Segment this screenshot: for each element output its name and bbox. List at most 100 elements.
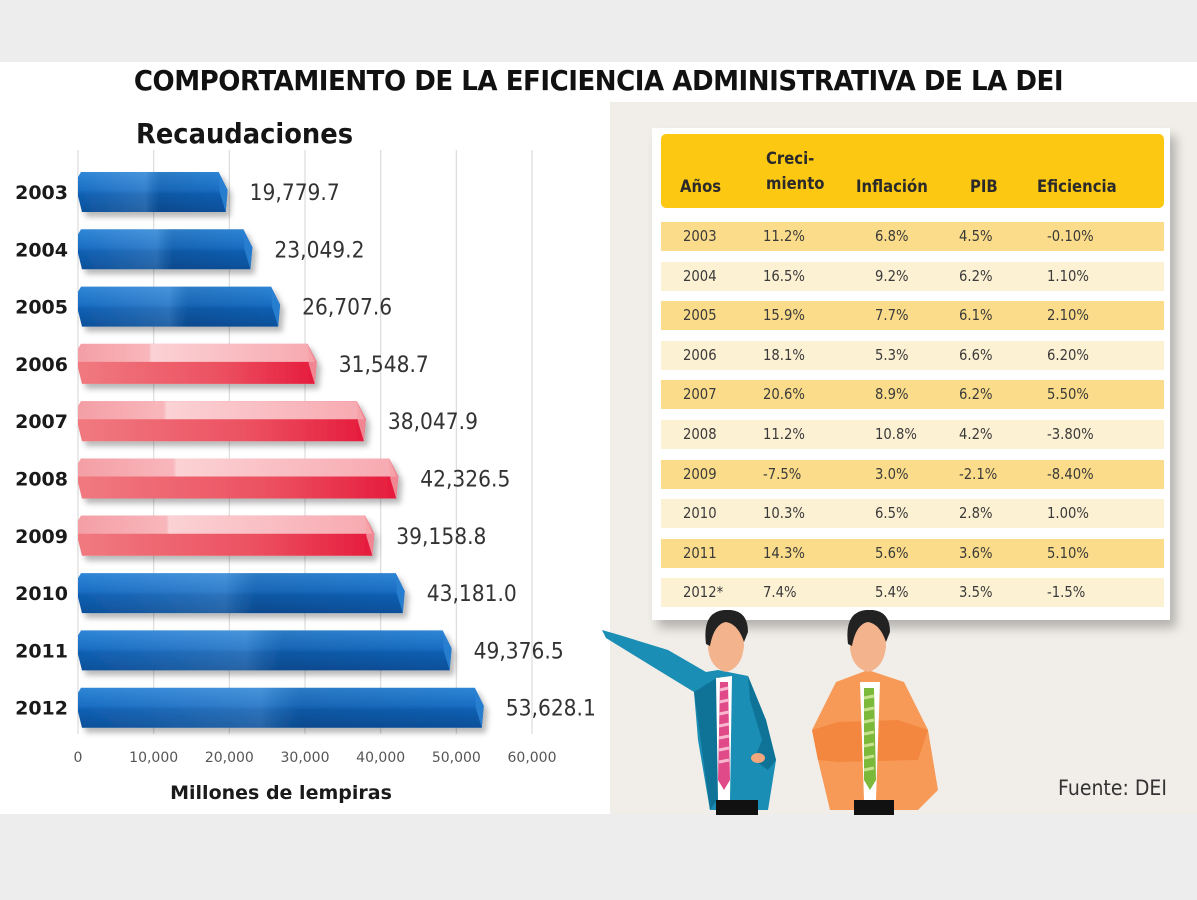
- cell-inflacion: 8.9%: [875, 385, 909, 404]
- header-inflacion: Inflación: [856, 177, 928, 196]
- cell-inflacion: 6.8%: [875, 227, 909, 245]
- cell-year: 2006: [683, 345, 717, 364]
- value-label: 38,047.9: [388, 408, 478, 434]
- cell-year: 2004: [683, 266, 717, 285]
- cell-inflacion: 7.7%: [875, 306, 909, 325]
- infographic: COMPORTAMIENTO DE LA EFICIENCIA ADMINIST…: [0, 62, 1197, 815]
- bar: [78, 573, 405, 614]
- value-label: 26,707.6: [302, 294, 392, 320]
- cell-pib: -2.1%: [959, 464, 998, 483]
- header-pib: PIB: [970, 177, 998, 196]
- bar: [78, 172, 228, 212]
- businessman-pointing-icon: [602, 610, 776, 815]
- cell-inflacion: 6.5%: [875, 504, 909, 523]
- x-tick-label: 60,000: [508, 750, 557, 766]
- bar: [78, 458, 399, 499]
- category-label: 2007: [15, 411, 68, 433]
- bar: [78, 687, 484, 728]
- value-label: 43,181.0: [427, 580, 517, 606]
- bar: [78, 515, 375, 556]
- cell-crecimiento: 16.5%: [763, 266, 805, 285]
- x-tick-label: 30,000: [281, 750, 330, 766]
- table-row: 2005 15.9% 7.7% 6.1% 2.10%: [661, 301, 1164, 331]
- cell-year: 2005: [683, 306, 717, 325]
- cell-crecimiento: 15.9%: [763, 306, 805, 325]
- cell-eficiencia: 5.50%: [1047, 385, 1089, 404]
- cell-year: 2011: [683, 543, 717, 562]
- cell-crecimiento: 10.3%: [763, 504, 805, 523]
- cell-pib: 6.1%: [959, 306, 993, 325]
- cell-eficiencia: -1.5%: [1047, 583, 1086, 602]
- cell-pib: 3.6%: [959, 543, 993, 562]
- category-label: 2011: [15, 640, 68, 662]
- cell-pib: 2.8%: [959, 504, 993, 523]
- x-tick-label: 10,000: [129, 750, 178, 766]
- x-tick-label: 20,000: [205, 750, 254, 766]
- cell-eficiencia: 6.20%: [1047, 345, 1089, 364]
- category-label: 2010: [15, 583, 68, 605]
- value-label: 31,548.7: [339, 351, 429, 377]
- cell-pib: 6.6%: [959, 345, 993, 364]
- bar-chart: 2003 2004 2005 2006 2007 2008 2009 2010 2011 2012…: [15, 150, 596, 804]
- cell-year: 2010: [683, 504, 717, 523]
- category-label: 2009: [15, 526, 68, 548]
- cell-pib: 3.5%: [959, 583, 993, 602]
- value-label: 19,779.7: [250, 179, 340, 205]
- cell-inflacion: 3.0%: [875, 464, 909, 483]
- cell-eficiencia: -8.40%: [1047, 464, 1094, 483]
- table-row: 2008 11.2% 10.8% 4.2% -3.80%: [661, 420, 1164, 449]
- bar: [78, 630, 452, 671]
- cell-inflacion: 10.8%: [875, 425, 917, 443]
- x-tick-label: 0: [74, 750, 83, 766]
- statistics-table: Años Creci- miento Inflación PIB Eficien…: [652, 128, 1170, 620]
- table-row: 2010 10.3% 6.5% 2.8% 1.00%: [661, 499, 1164, 529]
- bar: [78, 343, 317, 384]
- businessmen-illustration: [602, 610, 938, 815]
- category-label: 2008: [15, 469, 68, 491]
- value-label: 42,326.5: [420, 466, 510, 492]
- cell-inflacion: 5.3%: [875, 345, 909, 364]
- table-row: 2009 -7.5% 3.0% -2.1% -8.40%: [661, 459, 1164, 489]
- cell-eficiencia: 2.10%: [1047, 306, 1089, 325]
- table-row: 2006 18.1% 5.3% 6.6% 6.20%: [661, 340, 1164, 370]
- cell-crecimiento: 11.2%: [763, 227, 805, 245]
- table-header: Años Creci- miento Inflación PIB Eficien…: [661, 134, 1164, 208]
- bar: [78, 286, 281, 327]
- table-row: 2004 16.5% 9.2% 6.2% 1.10%: [661, 261, 1164, 291]
- table-row: 2011 14.3% 5.6% 3.6% 5.10%: [661, 538, 1164, 568]
- header-crecimiento-line1: Creci-: [766, 149, 815, 168]
- x-axis-label: Millones de lempiras: [170, 782, 392, 804]
- bar: [78, 229, 253, 270]
- cell-year: 2007: [683, 385, 717, 404]
- table-row: 2012* 7.4% 5.4% 3.5% -1.5%: [661, 578, 1164, 608]
- cell-crecimiento: 11.2%: [763, 425, 805, 443]
- cell-inflacion: 5.4%: [875, 583, 909, 602]
- value-label: 23,049.2: [274, 236, 364, 262]
- value-label: 49,376.5: [474, 638, 564, 664]
- category-label: 2004: [15, 239, 68, 261]
- cell-eficiencia: 5.10%: [1047, 543, 1089, 562]
- infographic-title: COMPORTAMIENTO DE LA EFICIENCIA ADMINIST…: [133, 64, 1064, 97]
- cell-crecimiento: 14.3%: [763, 543, 805, 562]
- cell-eficiencia: 1.00%: [1047, 504, 1089, 523]
- source-note: Fuente: DEI: [1058, 776, 1167, 800]
- x-tick-label: 50,000: [432, 750, 481, 766]
- cell-inflacion: 5.6%: [875, 543, 909, 562]
- cell-pib: 6.2%: [959, 385, 993, 404]
- cell-year: 2012*: [683, 583, 724, 602]
- header-eficiencia: Eficiencia: [1037, 177, 1117, 196]
- value-label: 39,158.8: [396, 523, 486, 549]
- cell-eficiencia: -3.80%: [1047, 425, 1094, 443]
- category-label: 2006: [15, 354, 68, 376]
- cell-pib: 4.2%: [959, 425, 993, 443]
- cell-eficiencia: 1.10%: [1047, 266, 1089, 285]
- cell-crecimiento: 20.6%: [763, 385, 805, 404]
- businessman-arms-crossed-icon: [812, 610, 938, 815]
- chart-title: Recaudaciones: [136, 117, 354, 150]
- cell-crecimiento: -7.5%: [763, 464, 802, 483]
- header-crecimiento-line2: miento: [766, 174, 825, 193]
- x-tick-label: 40,000: [356, 750, 405, 766]
- category-label: 2003: [15, 182, 68, 204]
- cell-crecimiento: 7.4%: [763, 583, 797, 602]
- cell-year: 2009: [683, 464, 717, 483]
